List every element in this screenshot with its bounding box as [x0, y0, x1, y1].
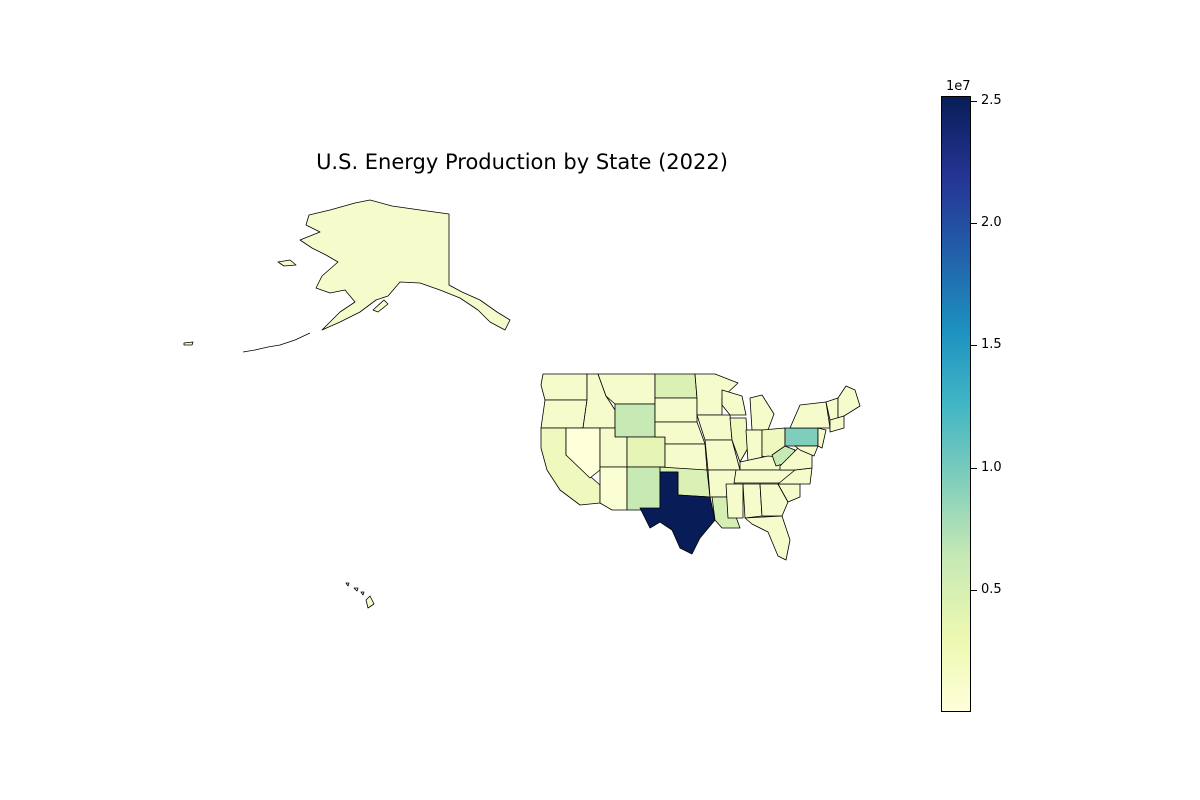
state-wyoming	[614, 403, 656, 438]
state-kansas	[664, 443, 708, 471]
state-new-england	[829, 415, 845, 433]
state-michigan	[749, 394, 775, 431]
state-arizona	[599, 466, 628, 511]
colorbar-tick	[971, 345, 977, 346]
colorbar-tick-label: 1.5	[981, 337, 1002, 352]
state-washington	[540, 373, 588, 401]
state-maine	[837, 385, 861, 421]
colorbar-tick-label: 1.0	[981, 460, 1002, 475]
colorbar-tick-label: 2.5	[981, 93, 1002, 108]
state-oregon	[540, 399, 588, 429]
state-pennsylvania	[784, 427, 819, 447]
state-north-dakota	[654, 373, 698, 399]
map-title: U.S. Energy Production by State (2022)	[316, 150, 728, 174]
contiguous-states	[540, 373, 861, 561]
state-maryland	[794, 445, 819, 457]
state-hawaii	[365, 595, 375, 609]
state-alabama	[742, 483, 763, 519]
state-hawaii-island	[360, 591, 365, 596]
state-alaska-island	[277, 259, 297, 267]
state-alaska-chain	[242, 332, 311, 353]
state-hawaii-island	[345, 582, 350, 587]
state-new-jersey	[817, 427, 827, 449]
colorbar-tick	[971, 223, 977, 224]
colorbar-tick-label: 2.0	[981, 215, 1002, 230]
state-alaska-island	[372, 299, 389, 313]
state-south-dakota	[654, 397, 698, 423]
colorbar	[941, 96, 971, 712]
state-colorado	[626, 436, 666, 468]
state-texas	[639, 471, 716, 555]
state-georgia	[759, 483, 789, 517]
state-new-mexico	[626, 466, 661, 511]
colorbar-tick	[971, 590, 977, 591]
state-new-york	[789, 401, 831, 429]
state-alaska-island	[183, 341, 194, 346]
state-minnesota	[694, 373, 739, 416]
colorbar-exponent: 1e7	[946, 79, 971, 94]
colorbar-tick-label: 0.5	[981, 582, 1002, 597]
colorbar-tick	[971, 468, 977, 469]
state-alaska	[299, 199, 511, 331]
state-illinois	[729, 417, 749, 463]
state-hawaii-island	[353, 587, 359, 592]
state-indiana	[745, 429, 763, 463]
state-nevada	[565, 427, 601, 479]
state-mississippi	[725, 483, 744, 519]
state-wisconsin	[721, 389, 747, 416]
colorbar-tick	[971, 101, 977, 102]
state-florida	[744, 515, 791, 561]
